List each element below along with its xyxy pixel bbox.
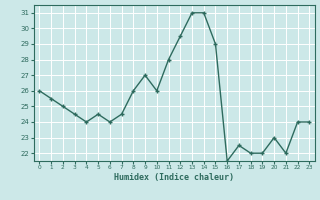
X-axis label: Humidex (Indice chaleur): Humidex (Indice chaleur) (114, 173, 234, 182)
